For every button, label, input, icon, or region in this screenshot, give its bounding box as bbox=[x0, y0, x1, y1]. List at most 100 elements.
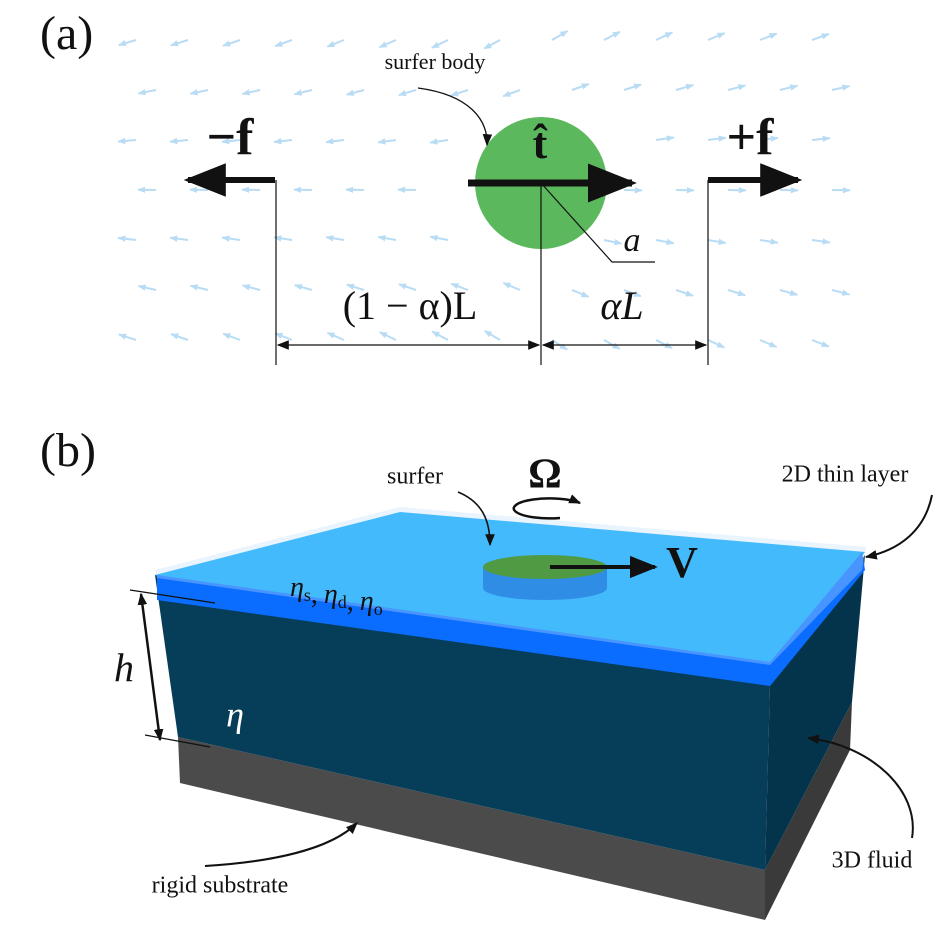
flow-arrow bbox=[759, 238, 779, 245]
bulk-viscosity-label: η bbox=[226, 694, 244, 734]
pointer-arrow bbox=[417, 87, 493, 147]
flow-arrow bbox=[759, 135, 779, 142]
flow-arrow bbox=[293, 283, 313, 291]
flow-arrow bbox=[551, 30, 569, 41]
substrate-label: rigid substrate bbox=[152, 873, 289, 899]
flow-arrow bbox=[779, 289, 799, 296]
flow-arrow bbox=[274, 39, 293, 48]
flow-arrow bbox=[326, 331, 345, 341]
flow-arrow bbox=[293, 89, 313, 96]
flow-arrow bbox=[169, 235, 189, 242]
flow-arrow bbox=[189, 284, 209, 291]
flow-arrow bbox=[221, 137, 241, 145]
flow-arrow bbox=[379, 331, 397, 341]
flow-arrow bbox=[325, 235, 345, 242]
left-distance-label: (1 − α)L bbox=[343, 283, 478, 328]
flow-arrow bbox=[137, 88, 157, 96]
flow-arrow bbox=[811, 33, 830, 41]
flow-arrow bbox=[483, 329, 501, 341]
thin-layer-label: 2D thin layer bbox=[782, 462, 909, 488]
flow-field bbox=[117, 30, 851, 351]
flow-arrow bbox=[779, 84, 799, 91]
surfer-body-label: surfer body bbox=[385, 49, 486, 74]
pointer-arrow bbox=[864, 494, 933, 560]
layer-edge bbox=[770, 552, 865, 686]
flow-arrow bbox=[241, 284, 261, 291]
height-marker bbox=[129, 589, 216, 748]
surfer-label: surfer bbox=[387, 464, 443, 490]
panel-label: (b) bbox=[40, 424, 96, 477]
velocity-label: V bbox=[666, 538, 698, 587]
flow-arrow bbox=[137, 284, 157, 291]
flow-arrow bbox=[378, 39, 397, 49]
fluid-front bbox=[155, 575, 770, 870]
flow-arrow bbox=[623, 83, 642, 91]
rotation-arrow bbox=[512, 494, 582, 520]
flow-arrow bbox=[346, 283, 365, 291]
flow-arrow bbox=[189, 89, 209, 96]
flow-arrow bbox=[707, 238, 727, 245]
flow-arrow bbox=[222, 332, 241, 341]
flow-arrow bbox=[759, 339, 778, 348]
flow-arrow bbox=[431, 330, 449, 341]
flow-arrow bbox=[397, 89, 417, 97]
surface-viscosities: ηs, ηd, ηo bbox=[290, 572, 383, 619]
height-label: h bbox=[114, 645, 134, 690]
flow-arrow bbox=[221, 235, 241, 242]
flow-arrow bbox=[431, 39, 449, 49]
flow-arrow bbox=[241, 89, 261, 96]
flow-arrow bbox=[450, 282, 469, 291]
panel-label: (a) bbox=[40, 7, 93, 60]
flow-arrow bbox=[655, 135, 675, 142]
rotation-label: Ω bbox=[528, 452, 562, 498]
flow-arrow bbox=[675, 289, 694, 297]
fluid-side bbox=[765, 555, 865, 870]
flow-arrow bbox=[811, 339, 830, 348]
flow-arrow bbox=[811, 238, 831, 245]
flow-arrow bbox=[377, 234, 397, 242]
flow-arrow bbox=[325, 138, 345, 145]
pointer-arrow bbox=[457, 491, 495, 547]
flow-arrow bbox=[831, 84, 851, 91]
viscosity-symbol: η bbox=[324, 579, 338, 610]
pointer-arrow bbox=[806, 734, 914, 839]
flow-arrow bbox=[117, 235, 137, 242]
direction-label: t̂ bbox=[533, 119, 548, 168]
flow-arrow bbox=[169, 137, 189, 145]
flow-arrow bbox=[450, 89, 469, 97]
fluid-label: 3D fluid bbox=[832, 848, 913, 874]
surfer bbox=[483, 555, 607, 579]
layer-edge bbox=[157, 575, 770, 686]
flow-arrow bbox=[222, 39, 241, 47]
viscosity-symbol: η bbox=[360, 586, 374, 617]
flow-arrow bbox=[345, 89, 365, 96]
minus-force-label: −f bbox=[207, 109, 255, 166]
flow-arrow bbox=[502, 282, 521, 291]
viscosity-subscript: s bbox=[304, 585, 311, 605]
pointer-arrow bbox=[204, 822, 358, 867]
separator: , bbox=[311, 579, 318, 610]
viscosity-subscript: d bbox=[338, 592, 347, 612]
substrate-front bbox=[178, 737, 765, 920]
flow-arrow bbox=[377, 138, 397, 145]
flow-arrow bbox=[117, 39, 137, 47]
radius-label: a bbox=[624, 222, 641, 259]
dimension-lines bbox=[275, 180, 709, 365]
flow-arrow bbox=[707, 135, 727, 142]
flow-arrow bbox=[118, 333, 137, 341]
fluid-top bbox=[155, 512, 865, 685]
flow-arrow bbox=[273, 235, 293, 242]
viscosity-subscript: o bbox=[374, 599, 383, 619]
flow-arrow bbox=[727, 289, 746, 297]
flow-arrow bbox=[326, 39, 345, 48]
flow-arrow bbox=[811, 135, 831, 143]
flow-arrow bbox=[655, 238, 675, 246]
flow-arrow bbox=[655, 339, 673, 350]
flow-arrow bbox=[170, 333, 189, 341]
flow-arrow bbox=[429, 138, 449, 145]
flow-arrow bbox=[831, 289, 851, 296]
flow-arrow bbox=[274, 332, 293, 341]
flow-arrow bbox=[483, 39, 501, 50]
flow-arrow bbox=[502, 89, 521, 98]
